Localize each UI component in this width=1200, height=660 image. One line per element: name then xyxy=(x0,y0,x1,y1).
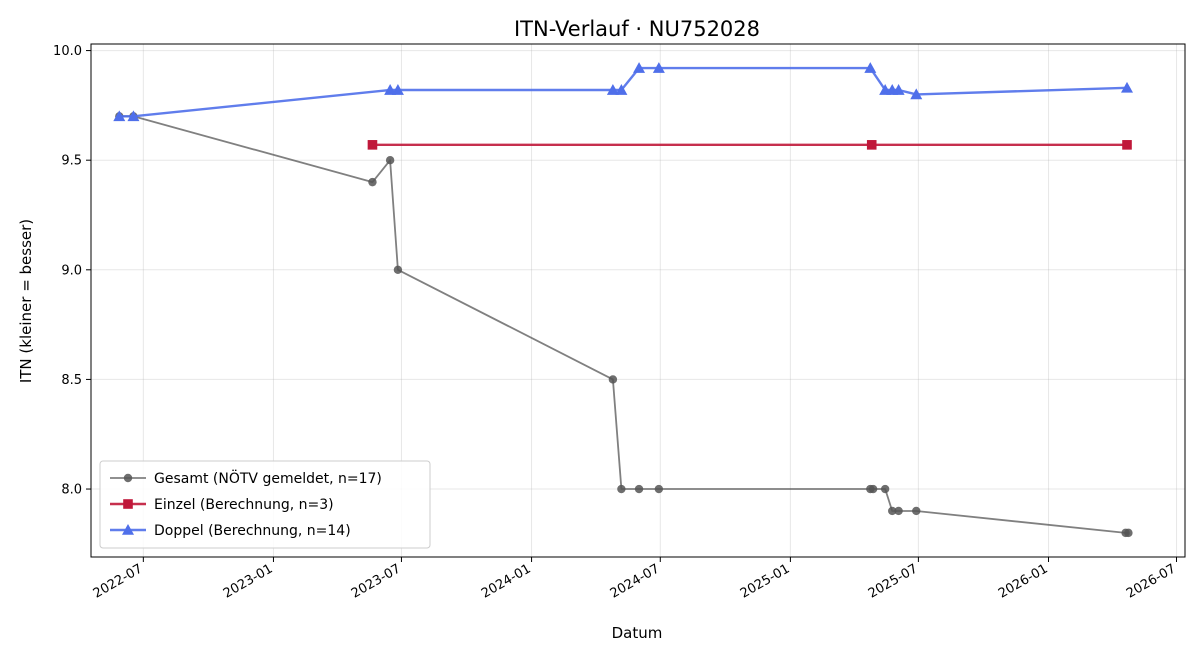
series-1-point xyxy=(1122,140,1132,150)
series-0-point xyxy=(385,155,395,165)
series-2-point xyxy=(910,88,923,100)
legend-marker xyxy=(123,499,133,509)
y-tick-label: 8.5 xyxy=(61,373,82,388)
x-tick-label: 2023-07 xyxy=(349,561,404,601)
series-layer xyxy=(113,62,1134,538)
series-2-point xyxy=(652,62,665,73)
series-2-point xyxy=(892,84,905,95)
x-tick-label: 2023-01 xyxy=(221,561,276,601)
legend-box xyxy=(99,460,431,549)
series-2-point xyxy=(384,84,397,95)
series-0-point xyxy=(880,484,890,494)
y-tick-label: 9.0 xyxy=(61,263,82,278)
series-0-point xyxy=(912,506,921,516)
series-0-point xyxy=(617,484,626,494)
x-tick-label: 2025-07 xyxy=(866,561,921,601)
legend-entry: Gesamt (NÖTV gemeldet, n=17) xyxy=(154,469,382,487)
series-0-point xyxy=(868,484,878,494)
x-tick-label: 2025-01 xyxy=(738,561,793,601)
series-2-point xyxy=(615,84,628,95)
legend-entry: Doppel (Berechnung, n=14) xyxy=(154,523,351,539)
x-axis-label: Datum xyxy=(612,624,663,642)
x-tick-label: 2024-01 xyxy=(479,561,534,601)
plot-frame xyxy=(90,43,1186,558)
series-2-point xyxy=(633,62,646,73)
series-2-point xyxy=(606,84,619,95)
x-tick-label: 2022-07 xyxy=(91,561,146,601)
legend: Gesamt (NÖTV gemeldet, n=17) Einzel (Bere… xyxy=(99,460,431,549)
x-axis: 2022-07 2023-01 2023-07 2024-01 2024-07 2025-… xyxy=(91,557,1179,602)
y-tick-label: 10.0 xyxy=(53,44,82,59)
y-tick-label: 8.0 xyxy=(61,483,82,498)
x-tick-label: 2024-07 xyxy=(608,561,663,601)
series-2-point xyxy=(1121,81,1134,93)
series-0-point xyxy=(654,484,664,494)
series-0-point xyxy=(888,506,897,516)
series-1-point xyxy=(866,140,877,150)
series-0-point xyxy=(634,484,644,494)
series-0-point xyxy=(1124,528,1133,538)
series-1-point xyxy=(367,140,378,150)
series-0-point xyxy=(393,265,403,275)
series-0-point xyxy=(894,506,903,516)
y-axis: 8.0 8.5 9.0 9.5 10.0 xyxy=(53,44,91,498)
legend-entry: Einzel (Berechnung, n=3) xyxy=(154,497,334,513)
series-2-point xyxy=(864,62,877,73)
series-1 xyxy=(367,140,1132,150)
series-0-point xyxy=(368,177,377,187)
x-tick-label: 2026-07 xyxy=(1124,561,1179,601)
series-0-point xyxy=(608,375,618,384)
series-2 xyxy=(113,62,1134,122)
legend-marker xyxy=(122,524,134,535)
y-tick-label: 9.5 xyxy=(61,154,82,169)
y-axis-label: ITN (kleiner = besser) xyxy=(17,219,35,383)
legend-marker xyxy=(123,473,133,483)
series-2-point xyxy=(113,110,126,122)
chart-title: ITN-Verlauf · NU752028 xyxy=(514,17,760,41)
series-2-point xyxy=(391,84,404,95)
grid-lines xyxy=(91,44,1185,557)
x-tick-label: 2026-01 xyxy=(996,561,1051,601)
series-2-point xyxy=(127,110,140,122)
